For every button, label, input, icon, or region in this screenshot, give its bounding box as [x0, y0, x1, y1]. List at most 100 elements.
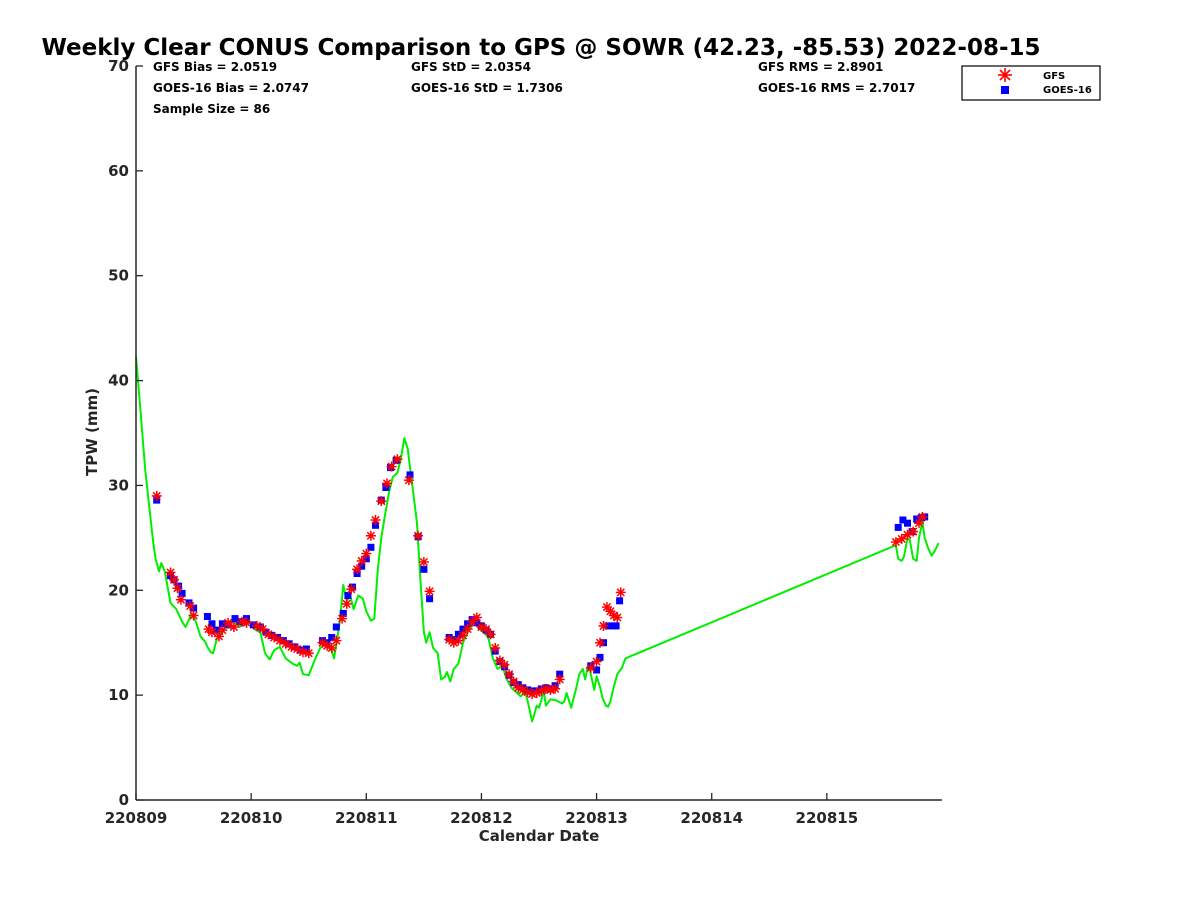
gfs-point [206, 627, 217, 638]
gfs-point [386, 461, 397, 472]
goes-point [190, 604, 198, 612]
gfs-point [341, 598, 352, 609]
gfs-point [376, 496, 387, 507]
goes-point [208, 620, 216, 628]
gfs-point [228, 621, 239, 632]
stats-annotations: GFS Bias = 2.0519 GOES-16 Bias = 2.0747 … [153, 60, 915, 116]
gfs-point [413, 530, 424, 541]
gfs-point [365, 530, 376, 541]
y-tick-label: 50 [108, 267, 129, 285]
gfs-point [188, 610, 199, 621]
x-tick-label: 220813 [565, 809, 628, 827]
gfs-point [172, 583, 183, 594]
gfs-point [213, 631, 224, 642]
gfs-point [326, 642, 337, 653]
gfs-point [346, 584, 357, 595]
plot-area [136, 66, 942, 800]
legend-gfs-label: GFS [1043, 71, 1065, 82]
x-ticks: 220809 220810 220811 220812 220813 220814 2208… [105, 793, 858, 827]
gfs-point [352, 564, 363, 575]
goes-point [616, 597, 624, 605]
goes-point [203, 613, 211, 620]
goes-point [328, 634, 336, 641]
gfs-point [485, 629, 496, 640]
goes-point [899, 516, 907, 524]
legend-gfs-marker [998, 68, 1012, 82]
x-tick-label: 220814 [680, 809, 743, 827]
gfs-point [165, 567, 176, 578]
x-tick-label: 220815 [796, 809, 859, 827]
gfs-point [490, 642, 501, 653]
gfs-point [896, 533, 907, 544]
gfs-point [508, 676, 519, 687]
gfs-point [471, 612, 482, 623]
gfs-point [217, 625, 228, 636]
goes-point [406, 471, 414, 479]
y-ticks: 0 10 20 30 40 50 60 70 [108, 57, 143, 809]
stat-goes-bias: GOES-16 Bias = 2.0747 [153, 81, 309, 95]
gfs-point [504, 669, 515, 680]
goes-point [464, 620, 472, 628]
gfs-point [591, 656, 602, 667]
goes-point [231, 615, 239, 623]
gfs-point [554, 674, 565, 685]
goes-point [556, 670, 564, 678]
goes-point [362, 555, 370, 563]
y-tick-label: 70 [108, 57, 129, 75]
goes-point [372, 521, 379, 529]
gfs-point [550, 683, 561, 694]
y-tick-label: 0 [119, 791, 129, 809]
gfs-point [462, 624, 473, 635]
x-tick-label: 220809 [105, 809, 168, 827]
chart-title: Weekly Clear CONUS Comparison to GPS @ S… [41, 35, 1040, 61]
gfs-point [424, 586, 435, 597]
y-tick-label: 30 [108, 476, 129, 494]
goes-point [596, 653, 604, 661]
gfs-point [392, 454, 403, 465]
legend-box [961, 65, 1101, 101]
legend-goes-label: GOES-16 [1043, 85, 1092, 96]
plot-background [136, 66, 942, 800]
gfs-point [151, 490, 162, 501]
x-tick-label: 220811 [335, 809, 398, 827]
goes-point [339, 609, 347, 617]
gfs-point [382, 478, 393, 489]
goes-point [426, 595, 434, 603]
gfs-point [331, 635, 342, 646]
goes-point [178, 589, 186, 597]
legend: GFS GOES-16 [961, 65, 1101, 101]
gfs-point [168, 574, 179, 585]
marker-layer [151, 454, 929, 700]
goes-point [332, 623, 340, 631]
gfs-point [337, 613, 348, 624]
goes-point [249, 621, 257, 629]
gfs-point [356, 555, 367, 566]
goes-point [382, 484, 390, 491]
y-tick-label: 60 [108, 162, 129, 180]
goes-point [420, 565, 428, 573]
gfs-point [612, 612, 623, 623]
gfs-point [418, 556, 429, 567]
y-axis-label: TPW (mm) [83, 388, 101, 476]
gfs-point [185, 601, 196, 612]
gfs-point [458, 630, 469, 641]
gfs-point [615, 587, 626, 598]
gfs-point [499, 659, 510, 670]
goes-point [904, 519, 911, 527]
goes-point [894, 523, 902, 531]
goes-point [913, 515, 921, 523]
y-tick-label: 10 [108, 686, 129, 704]
goes-point [213, 626, 221, 634]
y-tick-label: 20 [108, 581, 129, 599]
goes-point [454, 630, 462, 638]
gfs-point [598, 620, 609, 631]
legend-goes-marker [1001, 86, 1009, 94]
stat-sample-size: Sample Size = 86 [153, 102, 270, 116]
stat-goes-std: GOES-16 StD = 1.7306 [411, 81, 563, 95]
goes-point [344, 592, 352, 599]
goes-point [612, 622, 620, 630]
gfs-point [403, 475, 414, 486]
goes-point [358, 562, 366, 570]
goes-point [218, 620, 226, 628]
